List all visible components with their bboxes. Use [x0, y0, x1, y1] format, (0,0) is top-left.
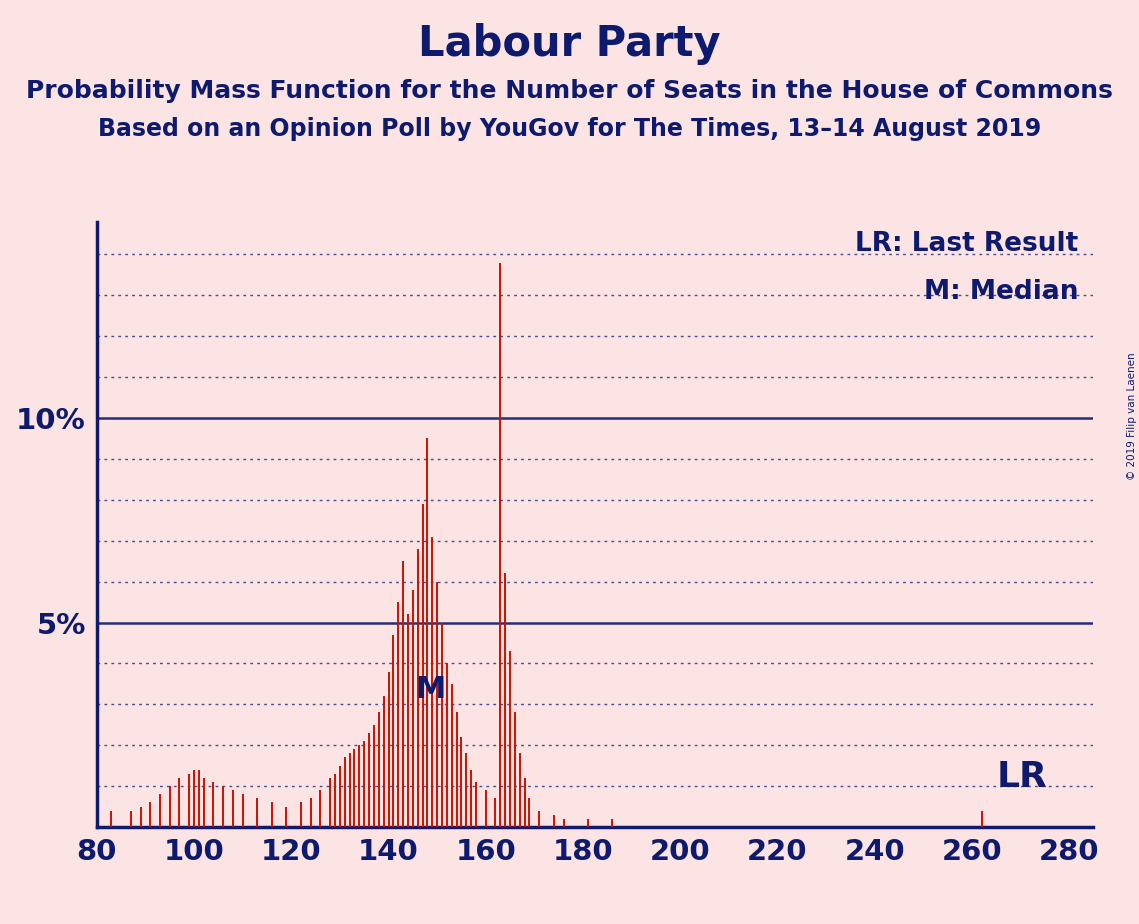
Text: M: Median: M: Median: [924, 279, 1079, 305]
Text: LR: LR: [997, 760, 1047, 795]
Text: Labour Party: Labour Party: [418, 23, 721, 65]
Text: Probability Mass Function for the Number of Seats in the House of Commons: Probability Mass Function for the Number…: [26, 79, 1113, 103]
Text: M: M: [416, 675, 445, 704]
Text: © 2019 Filip van Laenen: © 2019 Filip van Laenen: [1126, 352, 1137, 480]
Text: Based on an Opinion Poll by YouGov for The Times, 13–14 August 2019: Based on an Opinion Poll by YouGov for T…: [98, 117, 1041, 141]
Text: LR: Last Result: LR: Last Result: [855, 231, 1079, 257]
